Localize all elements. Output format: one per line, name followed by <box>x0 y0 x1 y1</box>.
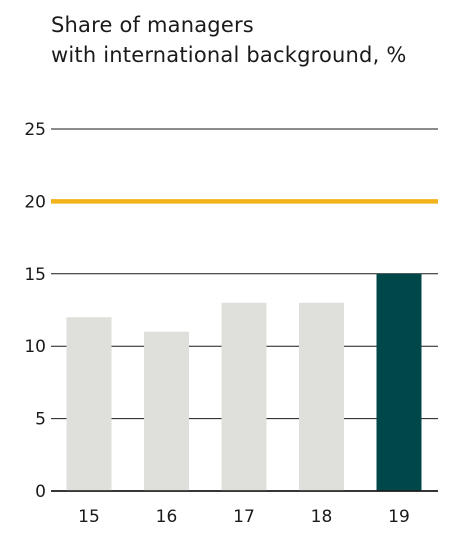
bar-17 <box>221 302 267 491</box>
y-tick-label: 20 <box>24 192 46 212</box>
y-tick-label: 0 <box>35 482 46 502</box>
x-tick-label: 16 <box>156 507 178 527</box>
x-axis-ticks: 15 16 17 18 19 <box>78 507 410 527</box>
x-tick-label: 19 <box>388 507 410 527</box>
y-axis-ticks: 0 5 10 15 20 25 <box>24 120 46 502</box>
chart-title: Share of managers with international bac… <box>51 10 406 70</box>
bar-15 <box>66 317 112 491</box>
y-tick-label: 25 <box>24 120 46 140</box>
x-tick-label: 18 <box>311 507 333 527</box>
x-tick-label: 17 <box>233 507 255 527</box>
y-tick-label: 15 <box>24 265 46 285</box>
bar-18 <box>299 302 344 491</box>
chart-title-line-2: with international background, % <box>51 43 407 67</box>
y-tick-label: 5 <box>35 410 46 430</box>
bar-16 <box>144 331 189 491</box>
chart-title-line-1: Share of managers <box>51 13 254 37</box>
x-tick-label: 15 <box>78 507 100 527</box>
bar-19 <box>376 273 422 491</box>
bars <box>51 273 438 492</box>
y-tick-label: 10 <box>24 337 46 357</box>
